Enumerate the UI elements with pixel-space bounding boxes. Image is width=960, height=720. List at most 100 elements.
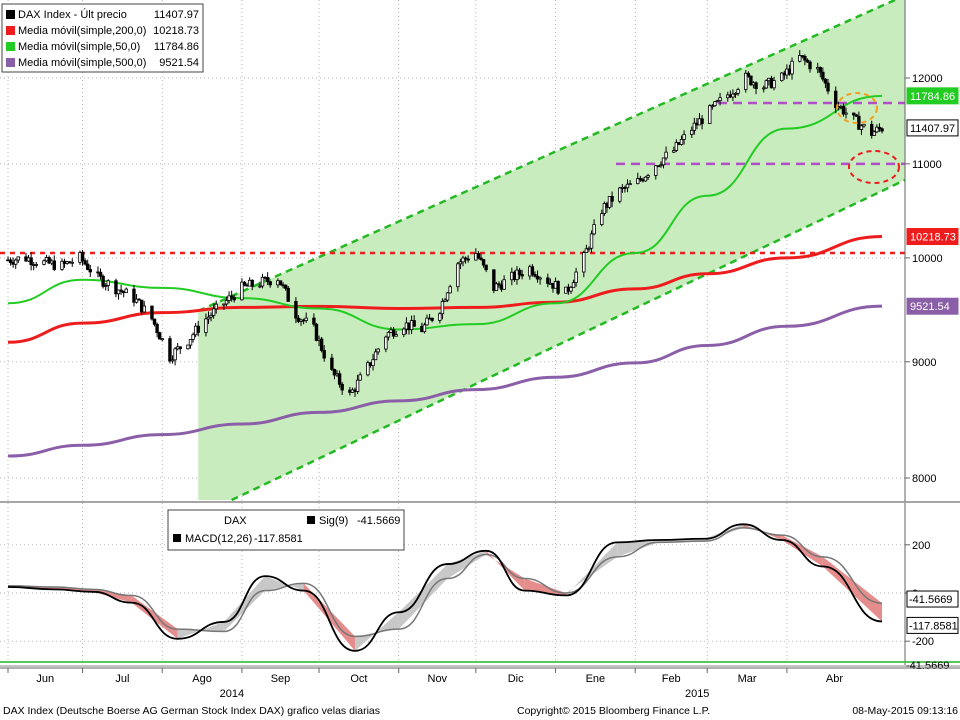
legend-value: 10218.73 [153, 25, 199, 37]
candle-body [376, 348, 380, 353]
macd-fill-segment [54, 586, 93, 592]
ma50-line [7, 94, 883, 331]
candle-body [355, 379, 360, 392]
candle-body [386, 332, 391, 338]
candle-body [610, 195, 614, 202]
candle-body [656, 165, 661, 168]
x-tick-label: Feb [662, 673, 681, 685]
value-tag-label: 10218.73 [910, 232, 956, 244]
candle-body [715, 100, 720, 103]
candle-body [870, 123, 874, 136]
x-tick-label: Jun [36, 673, 54, 685]
legend-swatch-ma200 [6, 26, 15, 35]
candle-body [834, 90, 838, 109]
macd-fill-segment [131, 595, 178, 639]
candle-body [463, 257, 468, 260]
macd-legend-macd-label: MACD(12,26) [185, 533, 252, 545]
candle-body [844, 112, 848, 115]
candle-body [744, 72, 748, 90]
x-tick-label: Nov [428, 673, 448, 685]
legend-label: Media móvil(simple,500,0) [18, 57, 146, 69]
sig9-line [7, 527, 883, 638]
candle-body [402, 328, 406, 335]
candle-body [852, 112, 856, 116]
candle-body [494, 283, 499, 291]
value-tag-label: 11407.97 [910, 123, 955, 135]
candle-body [438, 313, 442, 321]
candle-body [538, 277, 542, 280]
candle-body [206, 316, 211, 320]
x-tick-label: Ene [586, 673, 606, 685]
candle-body [764, 80, 769, 89]
value-tag [906, 87, 959, 105]
candle-body [636, 178, 640, 185]
candle-body [60, 260, 64, 270]
macd-legend-sig-value: -41.5669 [357, 515, 400, 527]
candle-body [803, 55, 807, 61]
value-tag [906, 228, 959, 246]
candle-body [250, 279, 254, 287]
highlight-circle-orange [836, 92, 878, 124]
candle-body [574, 271, 578, 284]
candle-body [654, 165, 658, 176]
footer-copyright: Copyright© 2015 Bloomberg Finance L.P. [517, 705, 710, 717]
legend-item-dax: DAX Index - Últ precio 11407.97 [6, 8, 199, 21]
macd-value-tag [906, 590, 959, 608]
candle-body [170, 359, 175, 362]
candle-body [88, 269, 92, 273]
candle-body [736, 89, 740, 94]
candle-body [461, 257, 465, 263]
candle-body [412, 320, 416, 327]
macd-legend-swatch-sig [307, 516, 315, 524]
legend-item-ma500: Media móvil(simple,500,0) 9521.54 [6, 57, 199, 69]
candle-body [286, 287, 290, 302]
candle-body [394, 334, 398, 337]
candle-body [34, 263, 38, 266]
candle-body [643, 176, 648, 182]
value-tag [906, 297, 959, 315]
candle-body [857, 115, 861, 130]
candle-body [232, 296, 236, 301]
macd-fill-segment [398, 564, 448, 630]
candle-body [790, 60, 794, 75]
macd-legend-sig-label: Sig(9) [319, 515, 348, 527]
candle-body [168, 338, 172, 362]
candle-body [502, 279, 506, 290]
legend-swatch-dax [6, 10, 15, 19]
candle-body [818, 66, 823, 73]
candle-body [546, 277, 550, 284]
candle-body [16, 256, 20, 261]
candle-body [862, 123, 866, 127]
candle-body [373, 351, 378, 361]
x-tick-label: Jul [115, 673, 129, 685]
candle-body [332, 368, 337, 376]
value-tag-label: 11784.86 [910, 91, 955, 103]
candle-body [600, 213, 604, 225]
candle-body [425, 317, 429, 326]
candle-body [314, 323, 319, 341]
candle-body [330, 357, 334, 370]
macd-last-value-tags: -41.5669 -117.8581 [906, 590, 959, 634]
candle-body [458, 261, 463, 265]
candle-body [589, 233, 594, 249]
candle-body [211, 308, 216, 316]
macd-axis-bg [905, 503, 960, 665]
candle-body [106, 280, 110, 286]
x-axis-ticks: Jun Jul Ago Sep Oct Nov Dic Ene Feb Mar Abr 2014 201… [7, 668, 843, 700]
macd-line [7, 523, 883, 652]
candle-body [456, 263, 460, 288]
candle-body [260, 276, 265, 287]
candle-body [877, 126, 882, 130]
candle-body [798, 55, 802, 62]
candle-body [240, 281, 244, 301]
candle-body [780, 72, 784, 81]
candle-body [265, 277, 270, 283]
candle-body [746, 72, 751, 77]
legend-label: Media móvil(simple,200,0) [18, 25, 146, 37]
candle-body [188, 338, 193, 346]
candle-body [294, 301, 298, 319]
candle-body [692, 122, 697, 131]
candle-body [445, 292, 450, 301]
candle-body [268, 281, 272, 286]
candle-body [875, 126, 879, 133]
